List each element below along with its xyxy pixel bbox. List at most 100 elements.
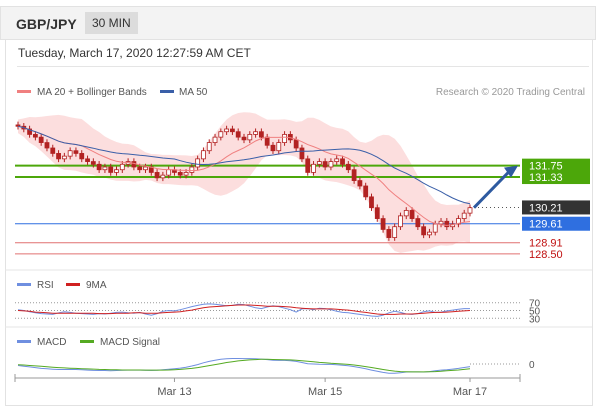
level-label-weak_support: 128.50	[529, 249, 563, 261]
candle	[85, 158, 90, 162]
candle	[253, 131, 258, 135]
legend-swatch-macd-signal	[80, 340, 94, 343]
candle	[38, 136, 44, 143]
x-tick-label: Mar 15	[308, 386, 342, 398]
level-label-bg-last	[522, 200, 590, 215]
candle	[183, 172, 189, 176]
candle	[456, 218, 461, 225]
candle	[282, 134, 287, 143]
candle	[56, 153, 61, 160]
candle	[73, 150, 79, 154]
candle	[380, 218, 386, 230]
candle	[363, 185, 369, 198]
timeframe-button[interactable]: 30 MIN	[85, 12, 138, 34]
candle	[166, 169, 172, 176]
forecast-arrow	[472, 169, 512, 209]
credit-text: Research © 2020 Trading Central	[436, 87, 585, 98]
currency-pair: GBP/JPY	[16, 16, 77, 32]
candle	[108, 166, 114, 173]
candle	[264, 136, 270, 146]
legend-swatch-macd	[17, 340, 31, 343]
candle	[235, 131, 241, 138]
chart-header: GBP/JPY 30 MIN	[0, 6, 596, 40]
candle	[15, 124, 21, 127]
level-label-weak_support: 128.91	[529, 238, 563, 250]
candle	[427, 231, 432, 236]
candle	[32, 134, 38, 138]
candle	[241, 136, 247, 141]
candle	[230, 128, 235, 133]
bollinger-band	[18, 112, 470, 253]
candle	[386, 229, 392, 238]
level-label-bg-resistance	[522, 170, 590, 185]
x-axis: Mar 13 Mar 15 Mar 17	[14, 374, 521, 398]
candle	[357, 180, 363, 187]
legend-swatch-ma50	[160, 90, 174, 93]
legend-swatch-rsi-ma	[66, 283, 80, 286]
candle	[102, 166, 108, 171]
candle	[270, 144, 276, 152]
level-label-resistance: 131.75	[529, 161, 563, 173]
candle	[27, 128, 32, 135]
candle	[444, 220, 450, 228]
candle	[67, 150, 73, 157]
candle	[334, 158, 340, 162]
candle	[374, 207, 380, 219]
chart-datetime: Tuesday, March 17, 2020 12:27:59 AM CET	[18, 46, 251, 60]
candle	[369, 196, 374, 209]
candle	[409, 210, 415, 219]
candle	[415, 218, 421, 228]
candle	[467, 207, 473, 214]
candle	[421, 226, 427, 236]
legend-ma20-label: MA 20 + Bollinger Bands	[37, 87, 147, 98]
candle	[311, 163, 316, 173]
x-tick-label: Mar 17	[453, 386, 487, 398]
candle	[432, 223, 438, 233]
candle	[206, 142, 212, 152]
candle	[212, 136, 218, 143]
candle	[177, 172, 183, 176]
legend-ma50-label: MA 50	[179, 87, 208, 98]
candle	[224, 128, 230, 133]
candle	[328, 161, 334, 168]
rsi-ma-line	[17, 304, 471, 315]
candle	[293, 139, 299, 149]
candle	[160, 174, 166, 179]
candle	[247, 134, 253, 141]
candle	[143, 166, 148, 171]
level-label-bg-support	[522, 216, 590, 231]
price-panel: MA 20 + Bollinger Bands MA 50 Research © 2…	[15, 87, 590, 261]
candle	[299, 147, 305, 160]
candle	[305, 158, 311, 173]
rsi-level-label: 50	[529, 307, 541, 318]
candle	[218, 131, 224, 138]
chart-panel	[5, 40, 593, 406]
candle	[403, 210, 409, 217]
candle	[461, 212, 467, 219]
macd-panel: MACD MACD Signal 0	[5, 326, 592, 374]
candle	[340, 158, 345, 165]
candle	[61, 155, 67, 160]
candle	[137, 166, 143, 171]
candle	[201, 150, 206, 160]
candle	[276, 142, 282, 152]
candle	[50, 147, 56, 154]
forecast-arrowhead	[504, 165, 518, 178]
macd-line	[17, 358, 471, 374]
candle	[90, 161, 96, 165]
level-label-bg-resistance	[522, 158, 590, 173]
rsi-level-label: 30	[529, 314, 541, 325]
candle	[119, 163, 125, 171]
macd-signal-line	[17, 358, 471, 373]
candle	[189, 166, 195, 173]
candle	[44, 142, 50, 149]
candle	[96, 163, 102, 171]
ma50-line	[17, 125, 471, 205]
legend-swatch-ma20	[17, 90, 31, 93]
level-label-support: 129.61	[529, 219, 563, 231]
candle	[351, 169, 357, 181]
level-label-last: 130.21	[529, 202, 563, 214]
candle	[258, 131, 264, 138]
